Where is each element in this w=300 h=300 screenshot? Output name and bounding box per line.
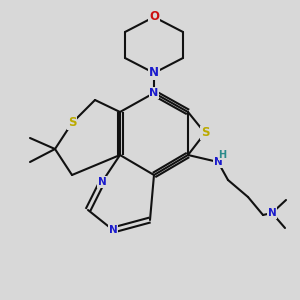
Text: N: N <box>149 67 159 80</box>
Text: N: N <box>149 88 159 98</box>
Text: S: S <box>68 116 76 130</box>
Text: H: H <box>218 150 226 160</box>
Text: N: N <box>214 157 222 167</box>
Text: N: N <box>109 225 117 235</box>
Text: N: N <box>98 177 106 187</box>
Text: O: O <box>149 11 159 23</box>
Text: N: N <box>268 208 276 218</box>
Text: S: S <box>201 127 209 140</box>
